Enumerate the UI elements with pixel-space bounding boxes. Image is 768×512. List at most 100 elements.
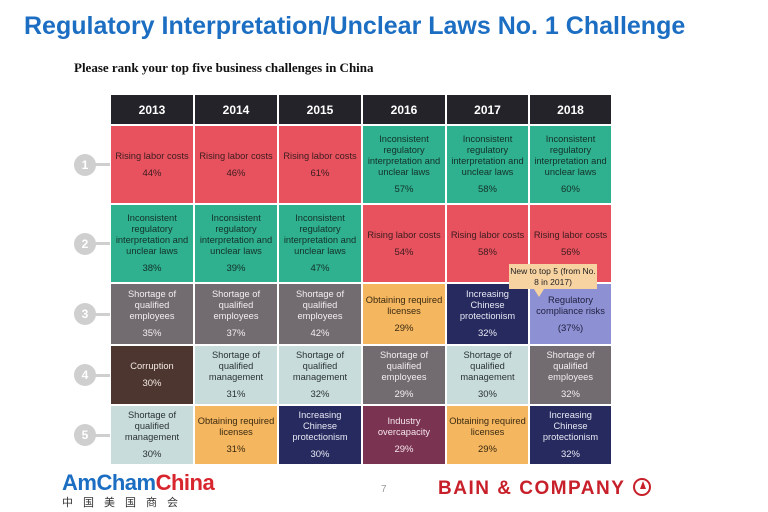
challenge-cell: Rising labor costs 46% (195, 126, 277, 203)
callout-pointer (534, 289, 544, 297)
challenge-percent: 32% (560, 449, 580, 460)
year-header: 2013 (111, 95, 193, 124)
challenge-label: Rising labor costs (367, 229, 441, 240)
rank-connector (94, 433, 110, 437)
rank-connector (94, 163, 110, 166)
challenge-label: Shortage of qualified employees (379, 350, 429, 382)
challenge-label: Rising labor costs (115, 150, 189, 161)
challenge-percent: 47% (310, 263, 330, 274)
challenge-cell: Industry overcapacity 29% (363, 406, 445, 464)
challenge-cell: Shortage of qualified employees 32% (530, 346, 611, 404)
rank-marker: 4 (74, 364, 96, 386)
challenge-cell: Shortage of qualified management 31% (195, 346, 277, 404)
challenge-percent: 30% (142, 378, 162, 389)
challenge-percent: 32% (310, 389, 330, 400)
challenge-percent: 58% (477, 184, 497, 195)
challenge-percent: 31% (226, 389, 246, 400)
rank-connector (94, 312, 110, 316)
challenge-cell: Shortage of qualified employees 42% (279, 284, 361, 344)
challenge-cell: Inconsistent regulatory interpretation a… (363, 126, 445, 203)
challenge-cell: Shortage of qualified management 32% (279, 346, 361, 404)
challenge-label: Increasing Chinese protectionism (459, 289, 516, 321)
amcham-logo-chinese: 中国美国商会 (62, 497, 188, 509)
bain-logo-icon (633, 478, 651, 496)
challenge-percent: 61% (310, 167, 330, 179)
challenge-percent: 57% (394, 184, 414, 195)
challenge-percent: 46% (226, 167, 246, 179)
challenge-cell: Increasing Chinese protectionism 30% (279, 406, 361, 464)
challenge-label: Rising labor costs (199, 150, 273, 161)
challenge-percent: 32% (560, 389, 580, 400)
challenge-label: Inconsistent regulatory interpretation a… (534, 134, 607, 177)
challenge-label: Shortage of qualified employees (546, 350, 595, 382)
challenge-cell: Corruption 30% (111, 346, 193, 404)
challenge-percent: 37% (226, 328, 246, 339)
challenge-cell: Shortage of qualified employees 29% (363, 346, 445, 404)
challenge-percent: 29% (394, 322, 414, 334)
challenge-label: Shortage of qualified management (460, 350, 515, 382)
year-header: 2017 (447, 95, 528, 124)
challenge-label: Rising labor costs (450, 229, 525, 240)
challenge-label: Shortage of qualified employees (127, 289, 177, 321)
challenge-cell: Inconsistent regulatory interpretation a… (111, 205, 193, 282)
challenge-label: Increasing Chinese protectionism (542, 410, 599, 442)
slide-title: Regulatory Interpretation/Unclear Laws N… (24, 12, 686, 40)
challenge-label: Obtaining required licenses (365, 294, 443, 316)
year-header: 2014 (195, 95, 277, 124)
page-number: 7 (381, 484, 387, 495)
challenge-label: Rising labor costs (283, 150, 357, 161)
bain-logo: BAIN & COMPANY (438, 478, 626, 499)
challenge-label: Inconsistent regulatory interpretation a… (451, 134, 524, 177)
challenge-cell: Shortage of qualified management 30% (447, 346, 528, 404)
challenge-cell: Rising labor costs 61% (279, 126, 361, 203)
challenge-cell: Shortage of qualified employees 37% (195, 284, 277, 344)
challenge-cell: Regulatory compliance risks (37%) (530, 284, 611, 344)
challenge-label: Shortage of qualified employees (211, 289, 261, 321)
year-header: 2018 (530, 95, 611, 124)
challenge-percent: 56% (560, 246, 580, 258)
challenge-percent: 32% (477, 328, 497, 339)
challenge-cell: Obtaining required licenses 29% (363, 284, 445, 344)
challenge-percent: 35% (142, 328, 162, 339)
rank-marker: 1 (74, 153, 96, 176)
challenge-percent: 29% (394, 389, 414, 400)
challenge-cell: Inconsistent regulatory interpretation a… (530, 126, 611, 203)
challenge-percent: (37%) (557, 322, 584, 334)
challenge-cell: Rising labor costs 44% (111, 126, 193, 203)
challenge-label: Increasing Chinese protectionism (292, 410, 348, 442)
challenge-percent: 29% (477, 443, 497, 455)
challenge-cell: Inconsistent regulatory interpretation a… (279, 205, 361, 282)
year-header: 2015 (279, 95, 361, 124)
challenge-percent: 30% (310, 449, 330, 460)
challenge-cell: Shortage of qualified management 30% (111, 406, 193, 464)
amcham-logo: AmChamChina (62, 470, 215, 496)
challenge-cell: Increasing Chinese protectionism 32% (530, 406, 611, 464)
challenge-label: Shortage of qualified management (124, 410, 180, 442)
year-header: 2016 (363, 95, 445, 124)
challenge-label: Inconsistent regulatory interpretation a… (283, 213, 357, 256)
new-entry-callout: New to top 5 (from No. 8 in 2017) (509, 264, 597, 289)
rank-marker: 2 (74, 232, 96, 255)
challenge-percent: 30% (142, 449, 162, 460)
challenge-cell: Rising labor costs 54% (363, 205, 445, 282)
challenge-cell: Shortage of qualified employees 35% (111, 284, 193, 344)
challenge-label: Obtaining required licenses (449, 415, 526, 437)
challenge-cell: Obtaining required licenses 29% (447, 406, 528, 464)
challenge-label: Inconsistent regulatory interpretation a… (199, 213, 273, 256)
challenge-percent: 44% (142, 167, 162, 179)
challenge-cell: Increasing Chinese protectionism 32% (447, 284, 528, 344)
challenge-label: Inconsistent regulatory interpretation a… (115, 213, 189, 256)
challenge-cell: Inconsistent regulatory interpretation a… (195, 205, 277, 282)
challenge-label: Corruption (130, 361, 174, 371)
challenge-cell: Inconsistent regulatory interpretation a… (447, 126, 528, 203)
challenge-percent: 39% (226, 263, 246, 274)
challenge-percent: 60% (560, 184, 580, 195)
challenge-label: Obtaining required licenses (197, 415, 275, 437)
challenge-percent: 42% (310, 328, 330, 339)
survey-question: Please rank your top five business chall… (74, 60, 374, 75)
rank-connector (94, 242, 110, 245)
challenge-percent: 30% (477, 389, 497, 400)
challenge-percent: 58% (477, 246, 497, 258)
rank-marker: 3 (74, 303, 96, 325)
challenge-percent: 31% (226, 443, 246, 455)
